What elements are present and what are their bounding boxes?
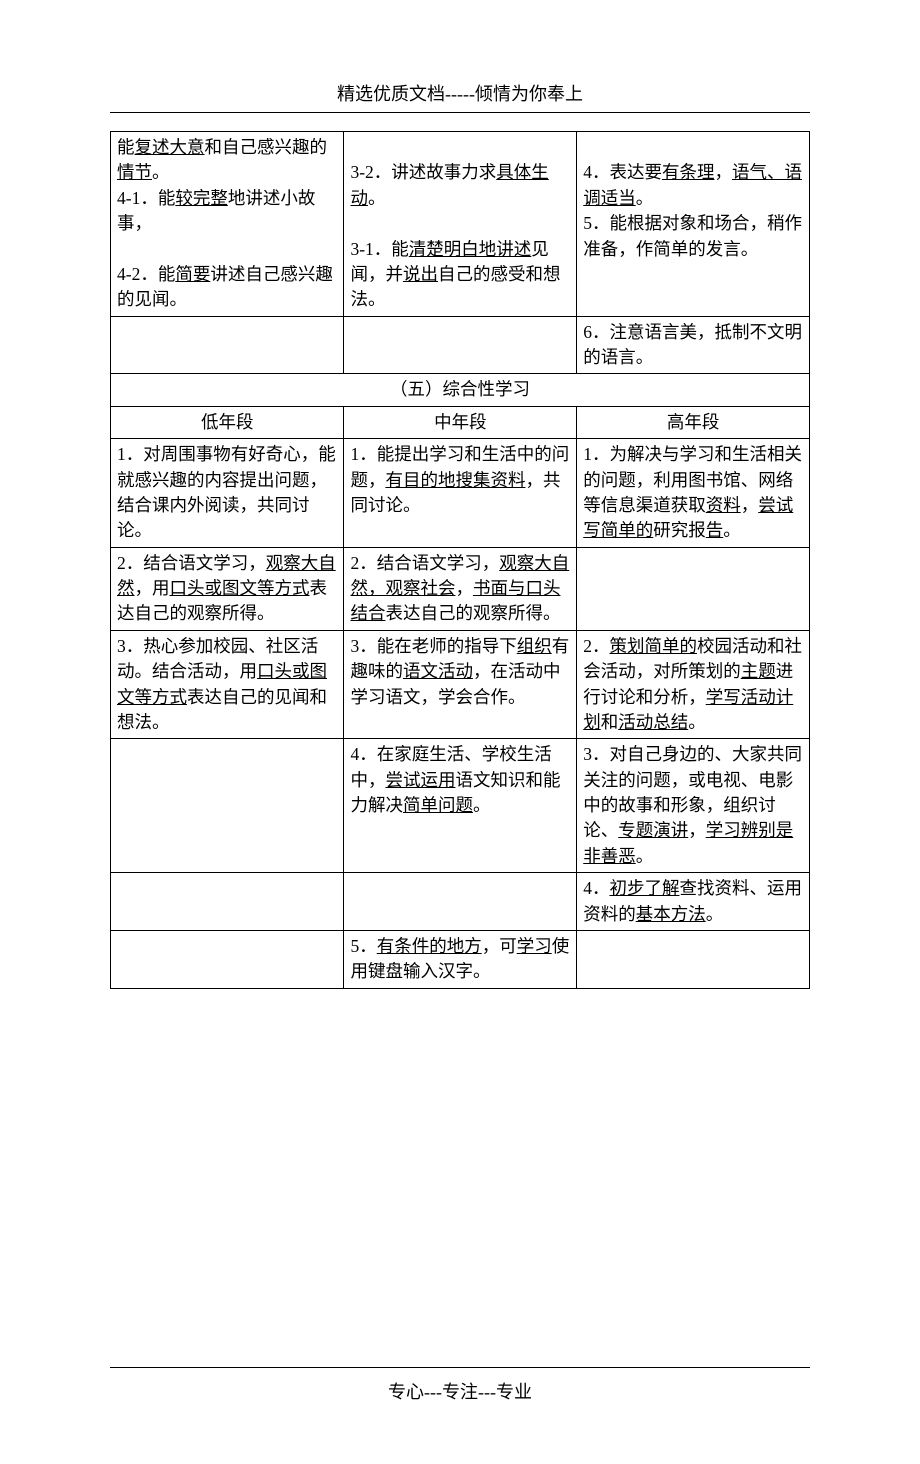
text-run: 表达自己的观察所得。 [385,603,560,623]
table-cell: 3．能在老师的指导下组织有趣味的语文活动，在活动中学习语文，学会合作。 [344,630,577,739]
text-run: 。 [152,162,170,182]
table-row: 能复述大意和自己感兴趣的情节。4-1．能较完整地讲述小故事，4-2．能简要讲述自… [111,132,810,317]
table-cell: 3-2．讲述故事力求具体生动。3-1．能清楚明白地讲述见闻，并说出自己的感受和想… [344,132,577,317]
table-cell: 4．初步了解查找资料、运用资料的基本方法。 [577,873,810,931]
text-run: 清楚明白地讲述 [409,239,532,259]
table-cell: 能复述大意和自己感兴趣的情节。4-1．能较完整地讲述小故事，4-2．能简要讲述自… [111,132,344,317]
text-run: 和 [601,712,619,732]
text-run: ，可 [482,936,517,956]
text-run: 。 [636,846,654,866]
text-run: 3-1．能 [350,239,408,259]
table-cell: 3．热心参加校园、社区活动。结合活动，用口头或图文等方式表达自己的见闻和想法。 [111,630,344,739]
table-cell [577,547,810,630]
text-run: 语文活动 [403,661,473,681]
table-section5: （五）综合性学习 低年段 中年段 高年段 1．对周围事物有好奇心，能就感兴趣的内… [110,374,810,988]
text-run: ， [714,162,732,182]
table-cell [344,316,577,374]
table-cell: 4．表达要有条理，语气、语调适当。5．能根据对象和场合，稍作准备，作简单的发言。 [577,132,810,317]
table-cell: 6．注意语言美，抵制不文明的语言。 [577,316,810,374]
text-run: 基本方法 [636,904,706,924]
text-run: 能 [117,137,135,157]
table-cell: 1．能提出学习和生活中的问题，有目的地搜集资料，共同讨论。 [344,439,577,548]
table-cell: 5．有条件的地方，可学习使用键盘输入汉字。 [344,930,577,988]
table-cell [111,739,344,873]
text-run: 3-2．讲述故事力求 [350,162,496,182]
table-cell: 2．结合语文学习，观察大自然，用口头或图文等方式表达自己的观察所得。 [111,547,344,630]
table-cell: 3．对自己身边的、大家共同关注的问题，或电视、电影中的故事和形象，组织讨论、专题… [577,739,810,873]
text-run: 。 [688,712,706,732]
table-cell [111,873,344,931]
table-row: 1．对周围事物有好奇心，能就感兴趣的内容提出问题，结合课内外阅读，共同讨论。1．… [111,439,810,548]
text-run: ，用 [135,578,170,598]
table-cell: 2．策划简单的校园活动和社会活动，对所策划的主题进行讨论和分析，学写活动计划和活… [577,630,810,739]
text-run: ， [741,495,759,515]
text-run: 较完整 [175,188,228,208]
text-run: ， [455,578,473,598]
text-run: 告 [706,520,724,540]
table-row: 6．注意语言美，抵制不文明的语言。 [111,316,810,374]
text-run: 2．结合语文学习， [117,553,266,573]
table-cell [111,316,344,374]
table-row: 2．结合语文学习，观察大自然，用口头或图文等方式表达自己的观察所得。2．结合语文… [111,547,810,630]
text-run: 。 [706,904,724,924]
header-rule [110,112,810,113]
table-cell: 1．对周围事物有好奇心，能就感兴趣的内容提出问题，结合课内外阅读，共同讨论。 [111,439,344,548]
text-run: 资料 [706,495,741,515]
table-section4-continued: 能复述大意和自己感兴趣的情节。4-1．能较完整地讲述小故事，4-2．能简要讲述自… [110,131,810,374]
text-run: 。 [368,188,386,208]
col-header-high: 高年段 [577,406,810,438]
text-run: 和自己感兴趣的 [205,137,328,157]
text-run: 。 [636,188,654,208]
text-run: 4． [583,878,609,898]
text-run: 。 [473,795,491,815]
text-run: 。 [723,520,741,540]
text-run: 简单问题 [403,795,473,815]
page-header: 精选优质文档-----倾情为你奉上 [110,80,810,106]
text-run: 专题演讲 [618,820,688,840]
text-run: 学习 [517,936,552,956]
footer-rule [110,1367,810,1368]
text-run: 说出 [403,264,438,284]
blank-space [110,989,810,1339]
table-cell [577,930,810,988]
text-run: 3．能在老师的指导下 [350,636,516,656]
text-run: 5．能根据对象和场合，稍作准备，作简单的发言。 [583,213,802,258]
text-run: 有条理 [662,162,715,182]
text-run: 4．表达要 [583,162,662,182]
text-run: 2．结合语文学习， [350,553,499,573]
text-run: 主题 [741,661,776,681]
table-cell: 2．结合语文学习，观察大自然，观察社会，书面与口头结合表达自己的观察所得。 [344,547,577,630]
text-run: 4-1．能 [117,188,175,208]
text-run: 初步了解 [609,878,679,898]
text-run: 6．注意语言美，抵制不文明的语言。 [583,322,802,367]
text-run: 策划简单的 [609,636,697,656]
text-run: 情节 [117,162,152,182]
section5-title: （五）综合性学习 [111,374,810,406]
col-header-mid: 中年段 [344,406,577,438]
text-run: ， [688,820,706,840]
text-run: 5． [350,936,376,956]
table-cell: 4．在家庭生活、学校生活中，尝试运用语文知识和能力解决简单问题。 [344,739,577,873]
table-cell [111,930,344,988]
text-run: 口头或图文等方式 [170,578,310,598]
table-row: 4．在家庭生活、学校生活中，尝试运用语文知识和能力解决简单问题。3．对自己身边的… [111,739,810,873]
text-run: 简要 [175,264,210,284]
text-run: 2． [583,636,609,656]
page-footer: 专心---专注---专业 [110,1378,810,1404]
text-run: 1．对周围事物有好奇心，能就感兴趣的内容提出问题，结合课内外阅读，共同讨论。 [117,444,336,540]
table-cell: 1．为解决与学习和生活相关的问题，利用图书馆、网络等信息渠道获取资料，尝试写简单… [577,439,810,548]
text-run: 4-2．能 [117,264,175,284]
table-row: 4．初步了解查找资料、运用资料的基本方法。 [111,873,810,931]
table-row: 5．有条件的地方，可学习使用键盘输入汉字。 [111,930,810,988]
text-run: 活动总结 [618,712,688,732]
table-cell [344,873,577,931]
table-row: 3．热心参加校园、社区活动。结合活动，用口头或图文等方式表达自己的见闻和想法。3… [111,630,810,739]
text-run: 复述大意 [135,137,205,157]
col-header-low: 低年段 [111,406,344,438]
text-run: 有条件的地方 [377,936,482,956]
text-run: 尝试运用 [385,770,455,790]
text-run: 研究报 [653,520,706,540]
text-run: 组织 [517,636,552,656]
text-run: 有目的地搜集资料 [385,470,525,490]
